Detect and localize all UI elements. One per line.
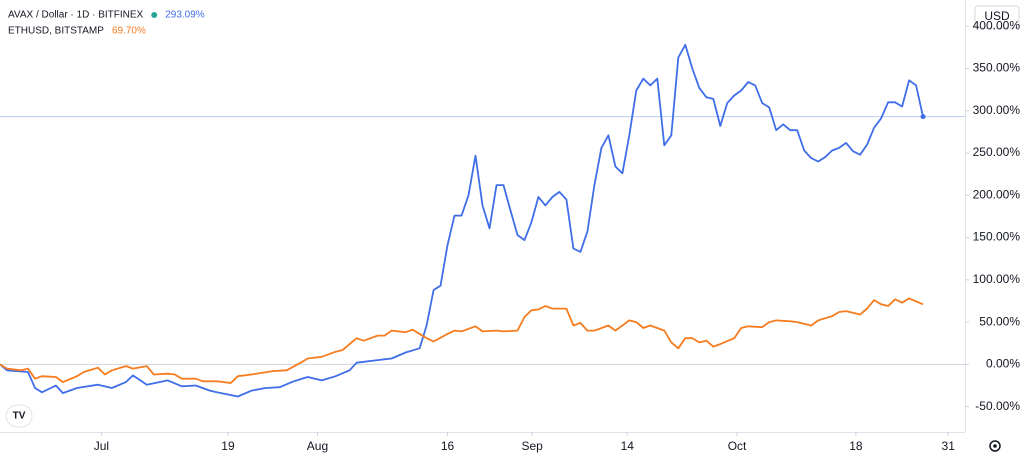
y-tick-label: 150.00% [973, 230, 1021, 244]
x-tick-label: 19 [221, 439, 235, 453]
y-tick-label: 400.00% [973, 18, 1021, 32]
series-line [0, 297, 924, 384]
x-tick-label: Jul [94, 439, 109, 453]
x-tick-label: Sep [521, 439, 543, 453]
legend-value: 69.70% [112, 26, 146, 37]
tv-logo[interactable]: TV [5, 404, 33, 428]
y-tick-label: 100.00% [973, 272, 1021, 286]
svg-text:TV: TV [13, 411, 26, 422]
y-tick-label: 50.00% [979, 314, 1020, 328]
y-tick-label: 350.00% [973, 61, 1021, 75]
y-tick-label: 250.00% [973, 145, 1021, 159]
x-tick-label: Aug [307, 439, 328, 453]
status-dot [151, 12, 158, 18]
legend-name: AVAX / Dollar · 1D · BITFINEX [8, 10, 144, 21]
x-tick-label: 18 [849, 439, 863, 453]
currency[interactable]: USD [984, 9, 1010, 23]
y-tick-label: 300.00% [973, 103, 1021, 117]
series-line [0, 43, 924, 398]
currency-box[interactable] [974, 5, 1020, 29]
x-tick-label: 14 [621, 439, 635, 453]
y-tick-label: 200.00% [973, 187, 1021, 201]
x-tick-label: Oct [728, 439, 747, 453]
x-tick-label: 16 [441, 439, 455, 453]
settings-icon[interactable] [989, 440, 1001, 452]
legend-value: 293.09% [165, 10, 205, 21]
legend-name: ETHUSD, BITSTAMP [8, 26, 104, 37]
y-tick-label: 0.00% [986, 357, 1020, 371]
y-tick-label: -50.00% [975, 399, 1020, 413]
last-point [920, 114, 926, 120]
x-tick-label: 31 [942, 439, 956, 453]
